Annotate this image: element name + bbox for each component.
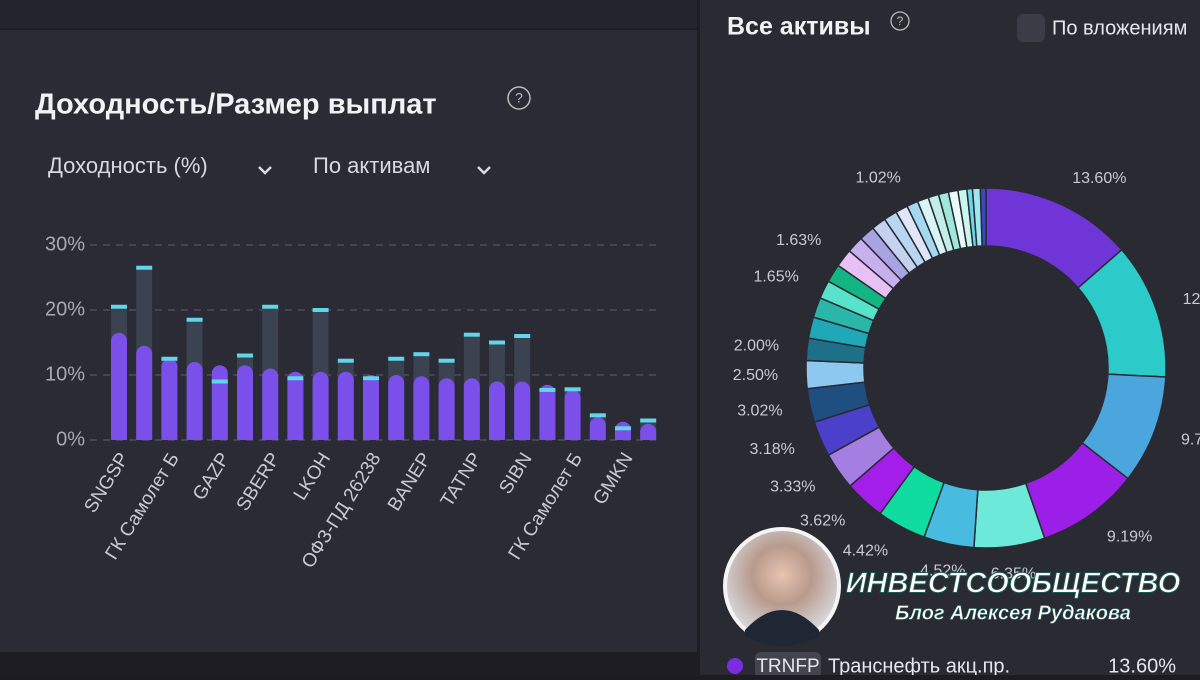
yield-bar <box>489 381 505 440</box>
ticker: TRNFP <box>756 656 819 675</box>
slice-label: 3.18% <box>749 441 794 458</box>
slice-label: 9.73 <box>1181 432 1200 449</box>
yield-bar <box>413 376 430 440</box>
slice-label: 3.33% <box>770 478 815 495</box>
payout-marker <box>564 387 581 392</box>
payout-marker <box>211 379 228 384</box>
top-strip <box>0 0 697 28</box>
payout-marker <box>111 304 127 309</box>
payout-marker <box>186 317 203 322</box>
payout-marker <box>489 340 505 345</box>
overlay-subtitle: Блог Алексея Рудакова <box>895 602 1131 624</box>
slice-label: 4.42% <box>843 543 888 560</box>
payout-marker <box>363 376 379 381</box>
y-tick-label: 30% <box>45 233 85 255</box>
yield-bar <box>589 417 606 440</box>
yield-bar <box>363 375 379 440</box>
payout-marker <box>312 308 329 312</box>
asset-share: 13.60% <box>1108 655 1176 675</box>
yield-bar <box>111 332 127 440</box>
checkbox[interactable] <box>1017 14 1045 42</box>
yield-bar <box>287 371 304 440</box>
slice-label: 13.60% <box>1072 170 1126 187</box>
grouping-dropdown[interactable]: По активам <box>313 153 430 178</box>
slice-label: 1.65% <box>753 268 798 285</box>
yield-bar <box>564 389 581 440</box>
yield-bar <box>337 371 354 440</box>
donut-slice <box>979 187 987 247</box>
payout-marker <box>514 334 531 338</box>
payout-marker <box>337 358 354 363</box>
payout-marker <box>161 356 178 361</box>
yield-bar <box>161 358 178 440</box>
yield-bar <box>388 375 405 440</box>
slice-label: 1.02% <box>856 169 901 186</box>
help-mark: ? <box>897 14 904 28</box>
payout-marker <box>438 358 455 363</box>
left-panel <box>0 30 697 652</box>
yield-bar <box>539 384 556 440</box>
yield-bar <box>237 365 253 440</box>
payout-marker <box>287 376 304 381</box>
yield-bar <box>136 345 153 440</box>
slice-label: 6.35% <box>991 565 1036 582</box>
help-icon[interactable] <box>890 11 910 31</box>
yield-bar <box>514 381 531 440</box>
slice-label: 2.50% <box>733 367 778 384</box>
overlay-title: ИНВЕСТСООБЩЕСТВО <box>846 568 1181 600</box>
chevron <box>258 166 272 175</box>
slice-label: 3.02% <box>737 403 782 420</box>
ticker-chip <box>755 652 821 680</box>
legend-dot <box>727 658 743 674</box>
payout-marker <box>237 353 253 358</box>
asset-name: Транснефть акц.пр. <box>828 655 1010 675</box>
avatar-jacket <box>745 610 819 646</box>
chevron <box>477 166 491 175</box>
payout-marker <box>413 352 430 357</box>
payout-marker <box>589 413 606 418</box>
payout-marker <box>262 304 279 309</box>
yield-bar <box>615 421 631 440</box>
payout-marker <box>615 426 631 431</box>
slice-label: 3.62% <box>800 512 845 529</box>
help-mark: ? <box>515 90 523 106</box>
payout-marker <box>640 418 657 423</box>
slice-label: 1.63% <box>776 232 821 249</box>
assets-title: Все активы <box>727 13 871 41</box>
y-tick-label: 10% <box>45 363 85 385</box>
yield-bar <box>438 378 455 440</box>
payout-marker <box>539 387 556 392</box>
yield-bar <box>463 378 480 440</box>
payout-marker <box>463 332 480 337</box>
chart-title: Доходность/Размер выплат <box>35 89 437 121</box>
yield-bar <box>312 371 329 440</box>
avatar-photo <box>727 531 837 641</box>
metric-dropdown[interactable]: Доходность (%) <box>48 153 208 178</box>
payout-marker <box>136 265 153 270</box>
y-tick-label: 20% <box>45 298 85 320</box>
slice-label: 2.00% <box>734 338 779 355</box>
yield-bar <box>640 423 657 440</box>
help-icon[interactable] <box>507 86 531 110</box>
y-tick-label: 0% <box>56 428 85 450</box>
slice-label: 4.52% <box>920 563 965 580</box>
yield-bar <box>186 362 203 440</box>
yield-bar <box>262 368 279 440</box>
slice-label: 9.19% <box>1107 528 1152 545</box>
payout-marker <box>388 356 405 361</box>
yield-bar <box>211 365 228 440</box>
toggle-label: По вложениям <box>1052 17 1187 39</box>
slice-label: 12.2 <box>1183 291 1200 308</box>
